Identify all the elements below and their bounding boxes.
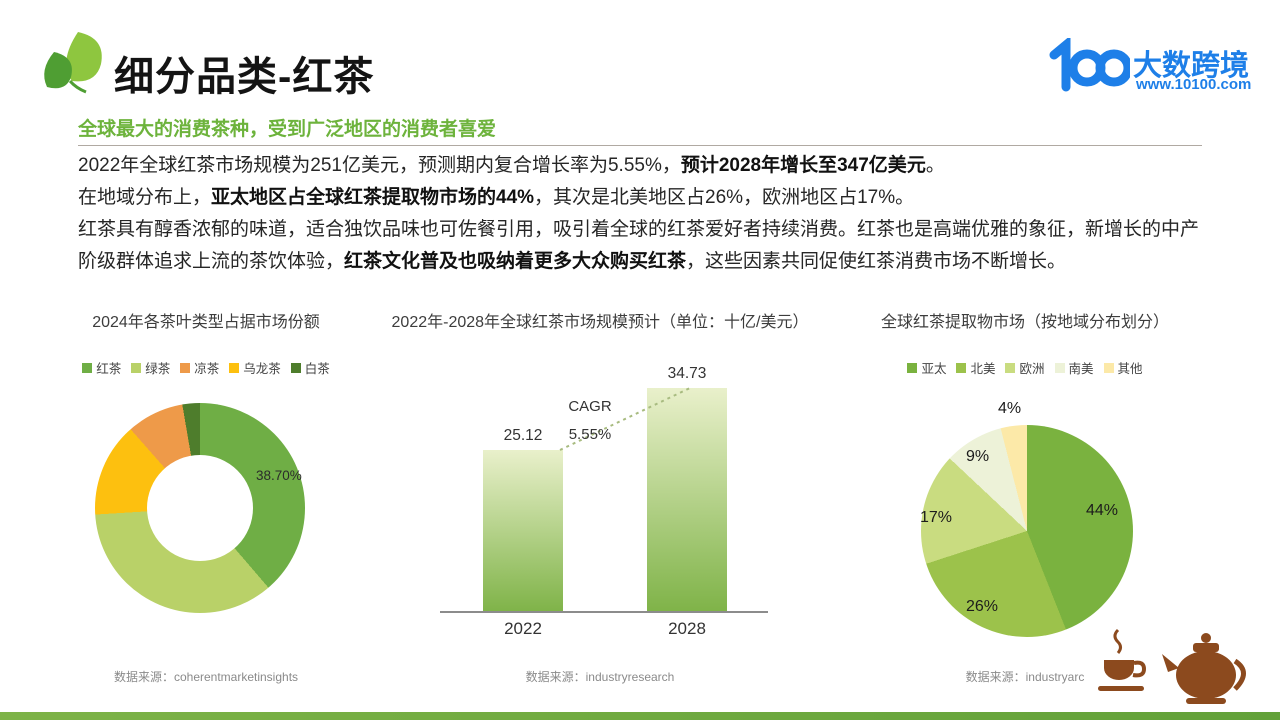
text-segment: ，这些因素共同促使红茶消费市场不断增长。 bbox=[686, 251, 1067, 272]
legend-swatch bbox=[1005, 362, 1016, 373]
donut-legend: 红茶 绿茶 凉茶 乌龙茶 白茶 bbox=[52, 358, 360, 377]
brand-logo-icon bbox=[1049, 38, 1130, 92]
text-segment-bold: 红茶文化普及也吸纳着更多大众购买红茶 bbox=[344, 251, 687, 272]
legend-item: 其他 bbox=[1103, 358, 1143, 377]
pie-source: 数据来源：industryarc bbox=[965, 670, 1085, 684]
brand-name: 大数跨境 bbox=[1133, 50, 1250, 82]
legend-item: 亚太 bbox=[907, 358, 946, 377]
legend-item: 北美 bbox=[956, 358, 995, 377]
bar-chart-title: 2022年-2028年全球红茶市场规模预计（单位：十亿/美元） bbox=[391, 314, 809, 331]
legend-swatch bbox=[956, 362, 967, 373]
pie-legend: 亚太 北美 欧洲 南美 其他 bbox=[850, 358, 1200, 377]
x-label-2028: 2028 bbox=[668, 619, 706, 638]
legend-swatch bbox=[131, 362, 142, 373]
legend-label: 南美 bbox=[1068, 362, 1094, 376]
intro-paragraph-2: 在地域分布上，亚太地区占全球红茶提取物市场的44%，其次是北美地区占26%，欧洲… bbox=[78, 182, 1208, 214]
legend-swatch bbox=[1103, 362, 1114, 373]
donut-chart bbox=[95, 403, 305, 613]
intro-paragraph-1: 2022年全球红茶市场规模为251亿美元，预测期内复合增长率为5.55%，预计2… bbox=[78, 150, 1208, 182]
pie-label-apac: 44% bbox=[1086, 502, 1119, 519]
legend-label: 其他 bbox=[1117, 362, 1143, 376]
donut-source: 数据来源：coherentmarketinsights bbox=[113, 670, 299, 684]
bar-source: 数据来源：industryresearch bbox=[525, 670, 675, 684]
legend-label: 欧洲 bbox=[1019, 362, 1045, 376]
legend-label: 北美 bbox=[970, 362, 996, 376]
legend-swatch bbox=[229, 362, 240, 373]
legend-swatch bbox=[290, 362, 301, 373]
pie-chart-title: 全球红茶提取物市场（按地域分布划分） bbox=[880, 314, 1169, 331]
donut-hole bbox=[147, 455, 253, 561]
brand-url[interactable]: www.10100.com bbox=[1136, 76, 1252, 93]
text-segment: ，其次是北美地区占26%，欧洲地区占17%。 bbox=[534, 187, 915, 208]
legend-label: 绿茶 bbox=[145, 362, 171, 376]
pie-label-europe: 17% bbox=[920, 509, 953, 526]
legend-item: 红茶 bbox=[82, 358, 121, 377]
legend-item: 乌龙茶 bbox=[229, 358, 281, 377]
teapot-icon bbox=[1162, 633, 1246, 704]
text-segment: 在地域分布上， bbox=[78, 187, 212, 208]
x-axis-line bbox=[440, 611, 768, 613]
legend-label: 白茶 bbox=[304, 362, 330, 376]
legend-item: 欧洲 bbox=[1005, 358, 1045, 377]
text-segment: 红茶具有醇香浓郁的味道，适合独饮品味也可佐餐引用，吸引着全球的红茶爱好者持续消费… bbox=[78, 219, 1200, 272]
text-segment-bold: 亚太地区占全球红茶提取物市场的44% bbox=[211, 187, 535, 208]
bar-value-2028: 34.73 bbox=[667, 365, 707, 382]
bar-value-2022: 25.12 bbox=[503, 427, 543, 444]
legend-swatch bbox=[82, 362, 93, 373]
bar-2028 bbox=[647, 388, 727, 612]
footer-accent-bar bbox=[0, 712, 1280, 720]
legend-label: 红茶 bbox=[96, 362, 122, 376]
legend-swatch bbox=[180, 362, 191, 373]
text-segment-bold: 预计2028年增长至347亿美元 bbox=[680, 155, 926, 176]
legend-item: 凉茶 bbox=[180, 358, 219, 377]
pie-label-na: 26% bbox=[966, 598, 999, 615]
x-label-2022: 2022 bbox=[504, 619, 542, 638]
leaf-logo-icon bbox=[44, 32, 102, 94]
cagr-label: CAGR bbox=[568, 398, 612, 415]
intro-text: 2022年全球红茶市场规模为251亿美元，预测期内复合增长率为5.55%，预计2… bbox=[78, 150, 1208, 278]
text-segment: 。 bbox=[925, 155, 945, 176]
teacup-icon bbox=[1098, 628, 1147, 691]
donut-chart-title: 2024年各茶叶类型占据市场份额 bbox=[92, 314, 320, 331]
page-subtitle: 全球最大的消费茶种，受到广泛地区的消费者喜爱 bbox=[78, 119, 497, 140]
legend-label: 亚太 bbox=[921, 362, 947, 376]
legend-label: 凉茶 bbox=[194, 362, 220, 376]
pie-label-sa: 9% bbox=[966, 448, 990, 465]
legend-swatch bbox=[907, 362, 918, 373]
divider-line bbox=[78, 145, 1202, 146]
cagr-value: 5.55% bbox=[568, 426, 612, 443]
legend-swatch bbox=[1054, 362, 1065, 373]
pie-chart bbox=[921, 425, 1133, 637]
legend-item: 绿茶 bbox=[131, 358, 170, 377]
legend-item: 白茶 bbox=[290, 358, 330, 377]
text-segment: 2022年全球红茶市场规模为251亿美元，预测期内复合增长率为5.55%， bbox=[78, 155, 681, 176]
page-title: 细分品类-红茶 bbox=[114, 55, 375, 99]
legend-label: 乌龙茶 bbox=[243, 362, 281, 376]
pie-label-other: 4% bbox=[998, 400, 1022, 417]
tea-set-icon bbox=[1098, 628, 1246, 704]
donut-percent-label: 38.70% bbox=[256, 468, 302, 483]
legend-item: 南美 bbox=[1054, 358, 1094, 377]
bar-2022 bbox=[483, 450, 563, 612]
intro-paragraph-3: 红茶具有醇香浓郁的味道，适合独饮品味也可佐餐引用，吸引着全球的红茶爱好者持续消费… bbox=[78, 214, 1208, 278]
